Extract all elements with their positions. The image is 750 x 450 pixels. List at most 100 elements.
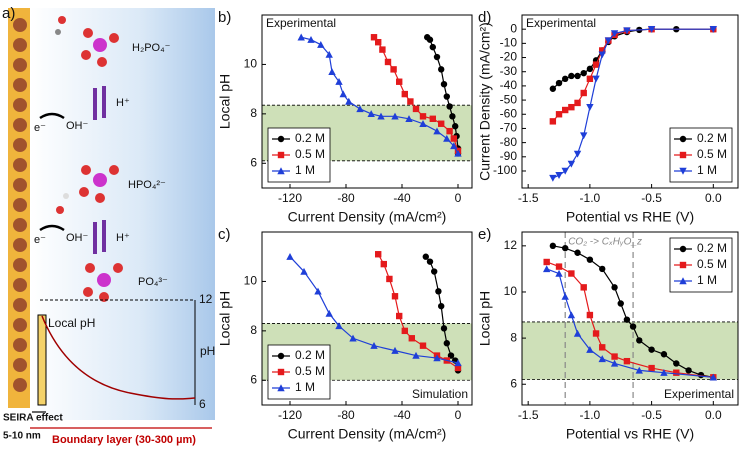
equilibrium-arrows — [93, 86, 106, 254]
y-tick-label: 6 — [510, 376, 517, 390]
marker — [431, 268, 438, 275]
ph-tick: 6 — [199, 397, 206, 411]
panel-label: a) — [2, 5, 15, 22]
y-tick-label: 12 — [504, 238, 518, 252]
marker — [438, 302, 445, 310]
marker — [623, 357, 631, 365]
x-tick-label: 0.0 — [705, 408, 722, 422]
species: HPO₄²⁻ — [128, 179, 166, 191]
x-axis-label: Current Density (mA/cm²) — [288, 426, 447, 442]
marker — [673, 369, 680, 376]
marker — [542, 265, 551, 273]
marker — [405, 115, 413, 122]
marker — [375, 251, 382, 258]
ph-tick: 12 — [199, 292, 213, 306]
panel-label: c) — [218, 226, 231, 243]
marker — [555, 172, 563, 179]
marker — [433, 53, 441, 61]
seira-range: 5-10 nm — [3, 431, 41, 442]
marker — [685, 367, 692, 374]
proton: H⁺ — [116, 232, 130, 244]
series-line — [552, 28, 714, 90]
marker — [384, 58, 392, 66]
x-tick-label: -1.5 — [518, 408, 539, 422]
marker — [611, 353, 618, 360]
y-tick-label: 10 — [244, 274, 258, 288]
marker — [401, 327, 408, 335]
marker — [568, 103, 575, 111]
marker — [435, 288, 442, 295]
marker — [679, 261, 687, 269]
marker — [446, 103, 453, 110]
marker — [396, 312, 403, 320]
marker — [419, 120, 427, 127]
marker — [297, 33, 305, 41]
marker — [407, 98, 414, 105]
marker — [709, 373, 718, 381]
boundary-layer — [30, 8, 215, 420]
marker — [580, 284, 587, 291]
legend-label: 0.2 M — [697, 131, 727, 145]
seira: SEIRA effect — [3, 413, 63, 424]
x-tick-label: -80 — [337, 191, 355, 205]
species: H₂PO₄⁻ — [132, 42, 171, 54]
marker — [440, 81, 448, 88]
marker — [380, 260, 387, 268]
marker — [679, 245, 687, 253]
marker — [623, 27, 631, 35]
marker — [568, 270, 575, 277]
marker — [586, 311, 594, 319]
y-axis-label: Local pH — [217, 74, 233, 129]
x-tick-label: -1.5 — [518, 191, 539, 205]
marker — [429, 115, 436, 122]
x-tick-label: -1.0 — [580, 408, 601, 422]
marker — [367, 110, 375, 118]
y-tick-label: 8 — [250, 323, 257, 337]
marker — [580, 69, 587, 77]
marker — [555, 269, 563, 277]
local-ph: Local pH — [48, 316, 95, 330]
y-tick-label: -20 — [500, 50, 518, 64]
marker — [339, 90, 347, 98]
panel-label: e) — [478, 226, 491, 243]
marker — [277, 151, 285, 159]
panel-label: d) — [478, 9, 491, 26]
marker — [375, 38, 382, 46]
marker — [317, 40, 325, 48]
marker — [401, 90, 408, 98]
marker — [592, 61, 600, 68]
shade-band — [522, 321, 738, 380]
species: PO₄³⁻ — [138, 276, 168, 288]
marker — [452, 123, 459, 130]
ph-profile — [41, 315, 196, 400]
marker — [438, 66, 445, 73]
marker — [286, 253, 294, 260]
marker — [709, 25, 718, 33]
x-tick-label: 0 — [455, 191, 462, 205]
marker — [446, 127, 453, 135]
marker — [574, 249, 581, 256]
panel-label: b) — [218, 9, 231, 26]
marker — [568, 72, 575, 80]
plot-frame — [521, 14, 739, 189]
marker — [660, 369, 668, 376]
marker — [592, 75, 600, 83]
marker — [636, 337, 643, 344]
marker — [277, 368, 285, 376]
marker — [599, 265, 606, 273]
marker — [660, 351, 668, 358]
legend-label: 0.5 M — [295, 147, 325, 161]
ph-label: pH — [200, 344, 215, 358]
y-tick-label: -10 — [500, 36, 518, 50]
note: Experimental — [266, 16, 336, 30]
legend-label: 0.5 M — [697, 147, 727, 161]
marker — [573, 150, 582, 158]
legend-label: 0.5 M — [697, 257, 727, 271]
electron: e⁻ — [34, 122, 46, 134]
x-tick-label: 0.0 — [705, 191, 722, 205]
marker — [599, 47, 606, 54]
marker — [623, 316, 631, 323]
legend-label: 1 M — [697, 273, 717, 287]
marker — [345, 97, 353, 105]
